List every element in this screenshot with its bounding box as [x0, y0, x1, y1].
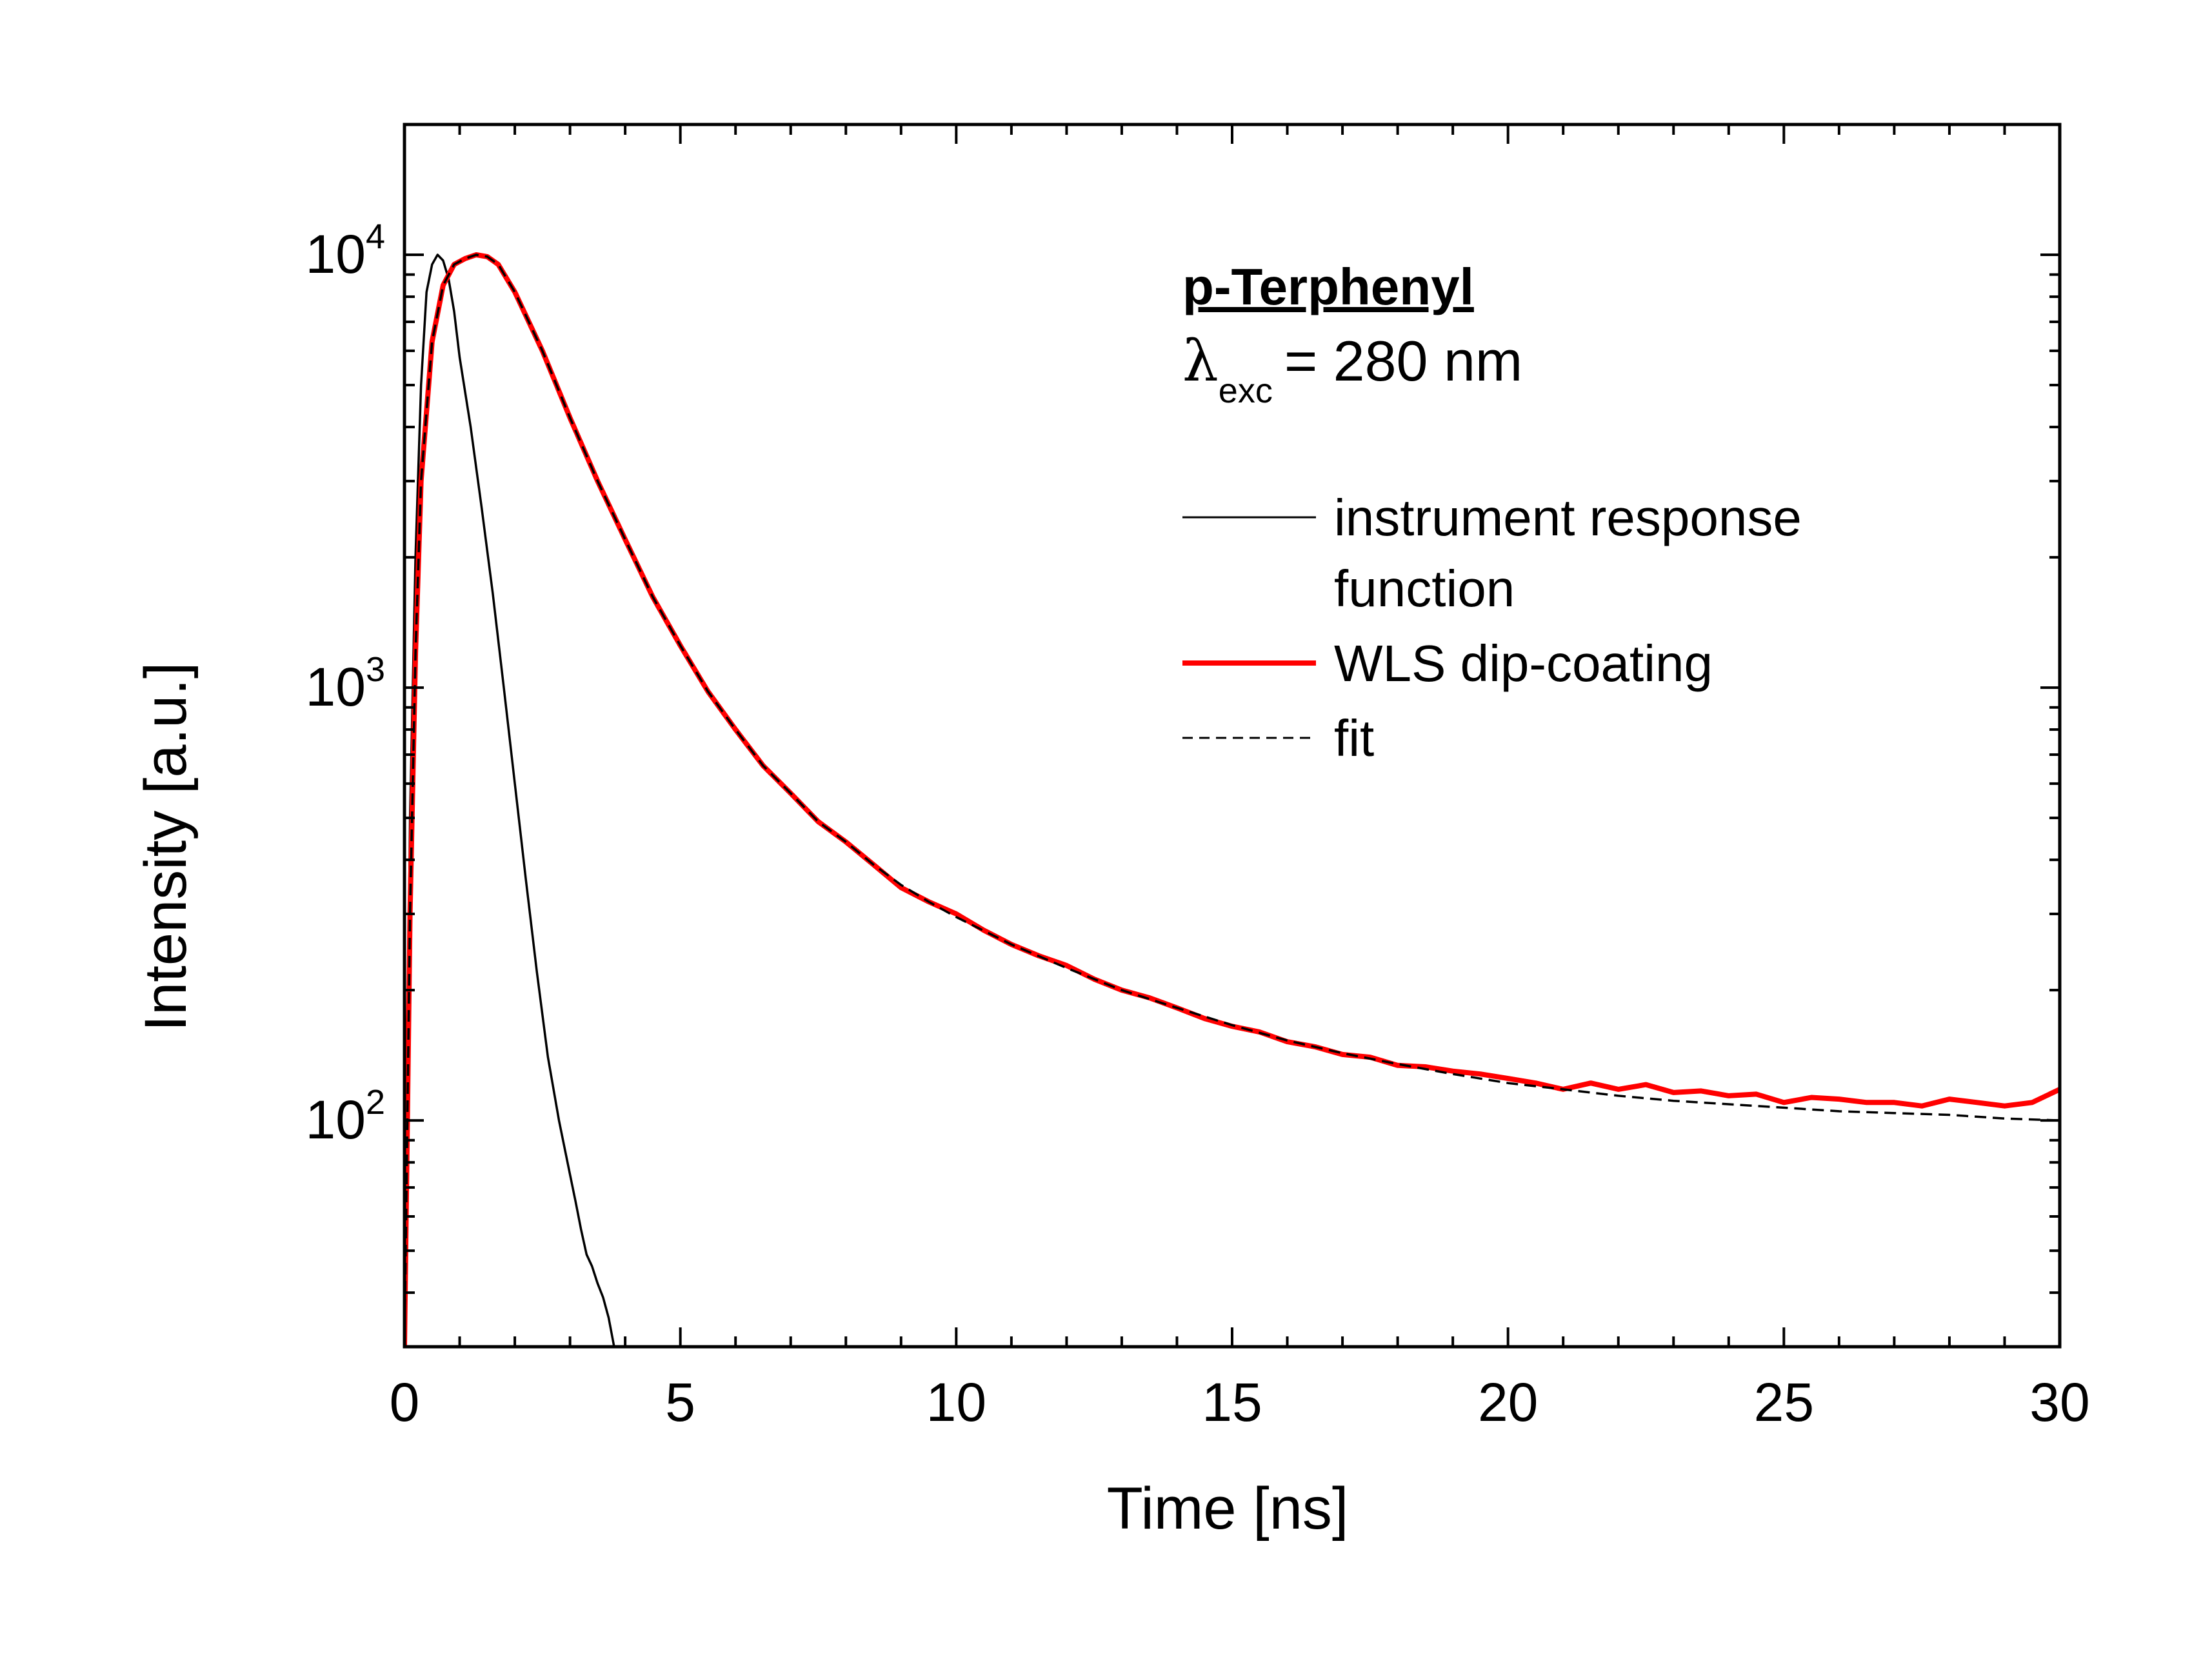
y-tick-label: 103 — [306, 650, 385, 717]
x-tick-label: 0 — [390, 1372, 420, 1433]
legend: instrument response function WLS dip-coa… — [1182, 489, 1802, 767]
excitation-wavelength: λexc = 280 nm — [1182, 328, 1522, 410]
y-tick-base: 10 — [306, 1089, 366, 1150]
series-line-2 — [404, 253, 2060, 1347]
legend-label-irf-line2: function — [1334, 560, 1515, 617]
sample-title: p-Terphenyl — [1182, 258, 1474, 315]
y-tick-base: 10 — [306, 224, 366, 284]
y-tick-exponent: 2 — [366, 1083, 385, 1122]
x-tick-label: 15 — [1202, 1372, 1262, 1433]
x-tick-label: 5 — [665, 1372, 695, 1433]
legend-label-wls: WLS dip-coating — [1334, 635, 1713, 692]
y-tick-label: 102 — [306, 1083, 385, 1150]
series-line-1 — [404, 252, 2060, 1347]
y-tick-exponent: 4 — [366, 217, 385, 256]
sample-annotation: p-Terphenyl λexc = 280 nm — [1182, 258, 1522, 410]
x-tick-label: 25 — [1754, 1372, 1814, 1433]
x-axis-label: Time [ns] — [1107, 1476, 1349, 1542]
series-line-0 — [404, 253, 615, 1347]
legend-label-irf-line1: instrument response — [1334, 489, 1802, 546]
legend-label-fit: fit — [1334, 709, 1374, 767]
y-tick-label: 104 — [306, 217, 385, 284]
x-tick-label: 20 — [1478, 1372, 1538, 1433]
lambda-value: = 280 nm — [1284, 329, 1522, 393]
x-tick-label: 10 — [926, 1372, 986, 1433]
series-layer — [404, 252, 2060, 1347]
y-tick-exponent: 3 — [366, 650, 385, 689]
lambda-subscript: exc — [1219, 372, 1273, 410]
x-tick-label: 30 — [2029, 1372, 2089, 1433]
y-tick-base: 10 — [306, 657, 366, 717]
lambda-symbol: λ — [1182, 328, 1219, 394]
y-axis-label: Intensity [a.u.] — [133, 662, 199, 1032]
